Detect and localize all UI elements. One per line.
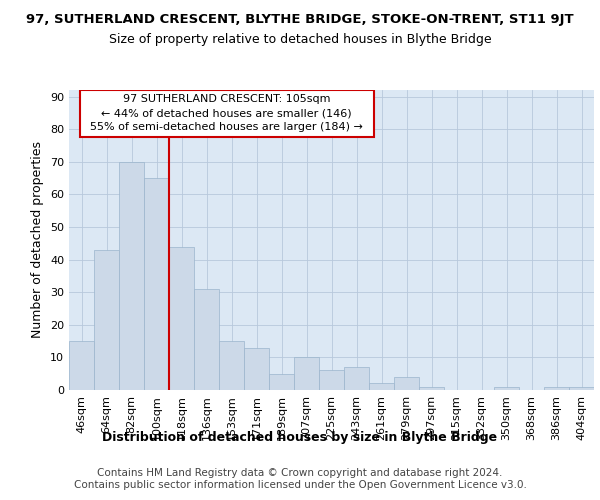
Bar	[119, 162, 144, 390]
Bar	[494, 386, 519, 390]
Bar	[344, 367, 369, 390]
Bar	[419, 386, 444, 390]
Bar	[544, 386, 569, 390]
Bar	[269, 374, 294, 390]
Bar	[244, 348, 269, 390]
Text: 97 SUTHERLAND CRESCENT: 105sqm
← 44% of detached houses are smaller (146)
55% of: 97 SUTHERLAND CRESCENT: 105sqm ← 44% of …	[90, 94, 363, 132]
Text: 97, SUTHERLAND CRESCENT, BLYTHE BRIDGE, STOKE-ON-TRENT, ST11 9JT: 97, SUTHERLAND CRESCENT, BLYTHE BRIDGE, …	[26, 12, 574, 26]
Text: Contains HM Land Registry data © Crown copyright and database right 2024.
Contai: Contains HM Land Registry data © Crown c…	[74, 468, 526, 490]
Text: Size of property relative to detached houses in Blythe Bridge: Size of property relative to detached ho…	[109, 32, 491, 46]
Bar	[569, 386, 594, 390]
Bar	[94, 250, 119, 390]
Y-axis label: Number of detached properties: Number of detached properties	[31, 142, 44, 338]
Bar	[144, 178, 169, 390]
Bar	[394, 377, 419, 390]
Bar	[169, 246, 194, 390]
Text: Distribution of detached houses by size in Blythe Bridge: Distribution of detached houses by size …	[103, 431, 497, 444]
Bar	[194, 289, 219, 390]
Bar	[294, 358, 319, 390]
FancyBboxPatch shape	[79, 90, 374, 136]
Bar	[69, 341, 94, 390]
Bar	[369, 384, 394, 390]
Bar	[219, 341, 244, 390]
Bar	[319, 370, 344, 390]
